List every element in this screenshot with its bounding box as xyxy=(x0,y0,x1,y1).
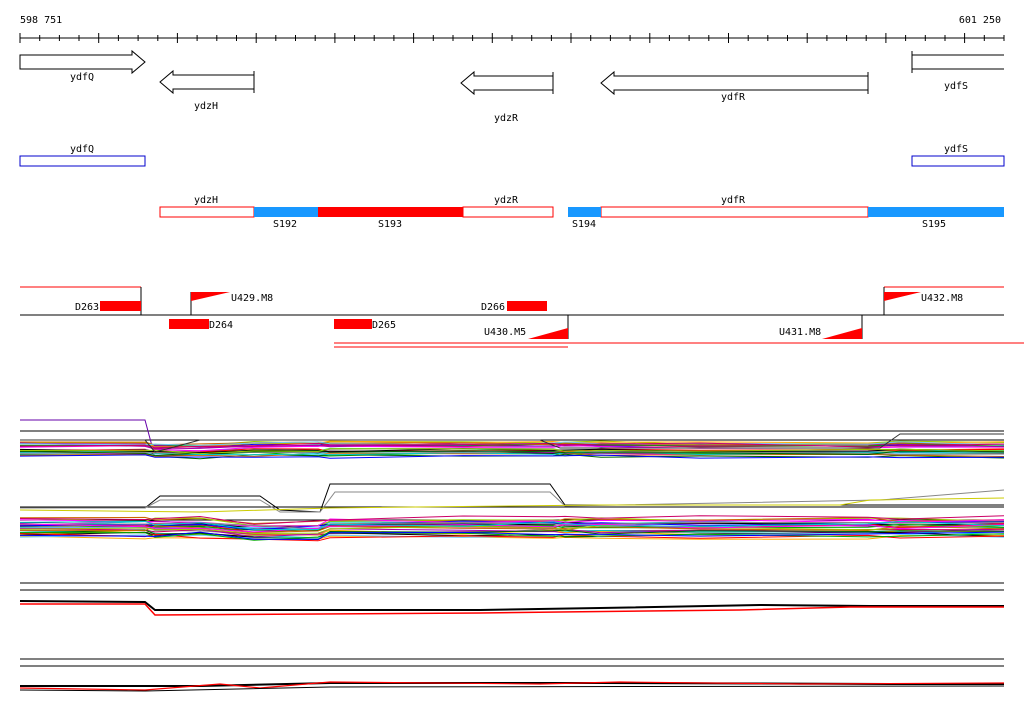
profile-line xyxy=(19,454,1005,459)
gene-label-ydzR: ydzR xyxy=(494,113,519,124)
gene-box-ydfQ[interactable] xyxy=(19,155,146,167)
segment-S192[interactable] xyxy=(254,207,318,217)
gene-label-ydfR: ydfR xyxy=(721,92,746,103)
profile-line xyxy=(20,532,1005,541)
feature-label-D265: D265 xyxy=(372,320,396,331)
segment-label-S195: S195 xyxy=(922,219,946,230)
gene-arrow-ydfS[interactable] xyxy=(911,54,1004,70)
feature-label-U429.M8: U429.M8 xyxy=(231,293,273,304)
segment-label-S192: S192 xyxy=(273,219,297,230)
gene-arrow-track: ydfQ ydzH ydzR ydfR ydfS xyxy=(19,49,1004,124)
profile-line xyxy=(19,452,1005,457)
profile-line xyxy=(20,433,1004,453)
feature-label-U432.M8: U432.M8 xyxy=(921,293,963,304)
profile-line xyxy=(20,483,1004,513)
profile-line xyxy=(19,450,1005,455)
gene-box-ydfS[interactable] xyxy=(911,155,1005,167)
gene-box-label-ydfR: ydfR xyxy=(721,195,746,206)
gene-label-ydfQ: ydfQ xyxy=(70,72,94,83)
gene-box-ydfR[interactable] xyxy=(600,206,869,218)
gene-box-ydzH[interactable] xyxy=(159,206,255,218)
segment-S194[interactable] xyxy=(568,207,601,217)
feature-label-D263: D263 xyxy=(75,302,99,313)
profile-line xyxy=(19,523,1005,533)
profile-line xyxy=(19,681,1005,691)
profile-line xyxy=(19,521,1005,530)
profile-line xyxy=(19,531,1005,540)
feature-U432.M8[interactable] xyxy=(884,292,921,301)
ruler-end-label: 601 250 xyxy=(959,15,1001,26)
profile-line xyxy=(20,603,1004,616)
profile-line xyxy=(19,450,1005,457)
gene-box-label-ydfS: ydfS xyxy=(944,144,968,155)
profile-line xyxy=(19,442,1005,448)
gene-label-ydfS: ydfS xyxy=(944,81,968,92)
gene-arrow-ydfR[interactable] xyxy=(600,70,869,96)
gene-box-ydzR[interactable] xyxy=(462,206,554,218)
gene-box-blue-track: ydfQ ydfS xyxy=(19,144,1005,167)
profile-line xyxy=(20,489,1005,513)
feature-label-D264: D264 xyxy=(209,320,233,331)
profile-line xyxy=(19,600,1004,611)
gene-arrow-ydzR[interactable] xyxy=(460,70,554,96)
feature-U431.M8[interactable] xyxy=(822,328,862,339)
segment-track: ydzH ydzR ydfR S192 S193 S194 S195 xyxy=(159,195,1004,230)
feature-label-U431.M8: U431.M8 xyxy=(779,327,821,338)
feature-track: D263 D264 D265 D266 U429.M8 U430.M5 U431… xyxy=(20,286,1024,348)
gene-label-ydzH: ydzH xyxy=(194,101,218,112)
segment-S193[interactable] xyxy=(318,207,463,217)
profile-line xyxy=(19,497,1005,513)
gene-box-label-ydzR: ydzR xyxy=(494,195,519,206)
feature-D263[interactable] xyxy=(100,301,141,311)
profile-line xyxy=(19,685,1005,692)
segment-S195[interactable] xyxy=(868,207,1004,217)
segment-label-S194: S194 xyxy=(572,219,596,230)
coordinate-ruler: 598 751 601 250 xyxy=(19,15,1005,43)
profile-line xyxy=(19,515,1005,525)
segment-label-S193: S193 xyxy=(378,219,402,230)
feature-label-D266: D266 xyxy=(481,302,505,313)
gene-arrow-ydzH[interactable] xyxy=(159,69,255,95)
gene-arrow-ydfQ[interactable] xyxy=(19,49,146,75)
ruler-start-label: 598 751 xyxy=(20,15,62,26)
feature-D265[interactable] xyxy=(334,319,372,329)
feature-U430.M5[interactable] xyxy=(528,328,568,339)
feature-label-U430.M5: U430.M5 xyxy=(484,327,526,338)
profile-line xyxy=(19,525,1005,534)
ruler-ticks xyxy=(19,33,1005,43)
expression-profiles xyxy=(19,419,1005,692)
profile-line xyxy=(19,520,1005,531)
gene-box-label-ydfQ: ydfQ xyxy=(70,144,94,155)
gene-box-label-ydzH: ydzH xyxy=(194,195,218,206)
profile-line xyxy=(19,448,1005,455)
feature-D266[interactable] xyxy=(507,301,547,311)
feature-D264[interactable] xyxy=(169,319,209,329)
feature-U429.M8[interactable] xyxy=(191,292,230,301)
